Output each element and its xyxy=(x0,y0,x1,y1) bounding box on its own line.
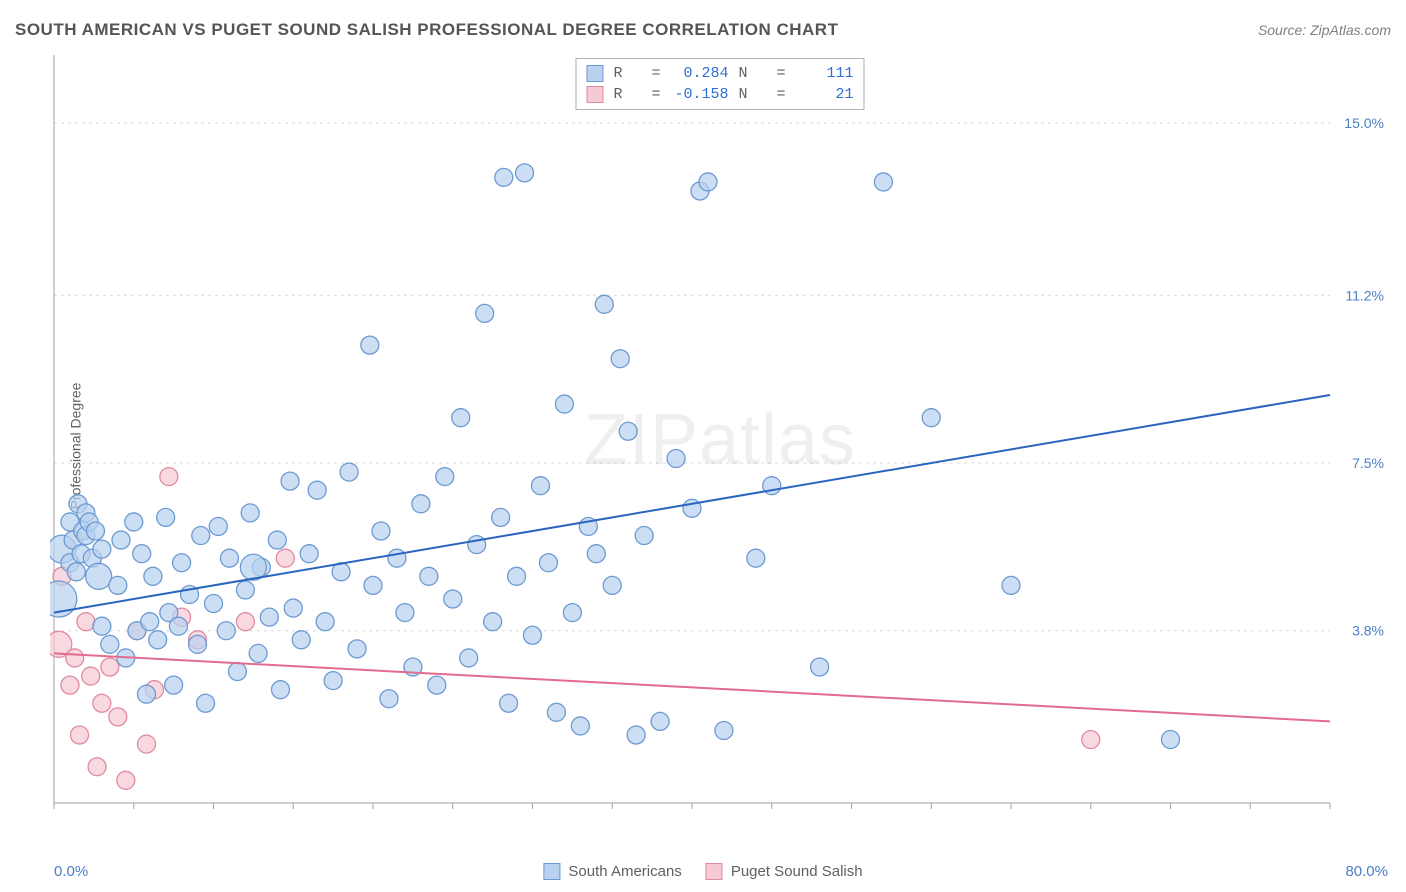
bottom-legend: South Americans Puget Sound Salish xyxy=(543,863,862,880)
x-axis-min-label: 0.0% xyxy=(54,863,88,880)
legend-label: Puget Sound Salish xyxy=(731,863,863,880)
n-value: 111 xyxy=(796,65,854,82)
chart-title: SOUTH AMERICAN VS PUGET SOUND SALISH PRO… xyxy=(15,20,838,40)
chart-source: Source: ZipAtlas.com xyxy=(1258,22,1391,38)
series-swatch xyxy=(543,863,560,880)
svg-text:11.2%: 11.2% xyxy=(1345,287,1384,303)
series-swatch xyxy=(706,863,723,880)
series-swatch xyxy=(586,65,603,82)
chart-area: 3.8%7.5%11.2%15.0% ZIPatlas R= 0.284 N= … xyxy=(50,55,1390,825)
r-value: 0.284 xyxy=(671,65,729,82)
svg-text:7.5%: 7.5% xyxy=(1352,455,1384,471)
legend-item: Puget Sound Salish xyxy=(706,863,863,880)
series-swatch xyxy=(586,86,603,103)
scatter-chart: 3.8% 7.5% 11.2% 15.0% xyxy=(50,55,1390,825)
r-value: -0.158 xyxy=(671,86,729,103)
stats-row: R= 0.284 N= 111 xyxy=(586,63,853,84)
legend-item: South Americans xyxy=(543,863,681,880)
legend-label: South Americans xyxy=(568,863,681,880)
x-axis-max-label: 80.0% xyxy=(1345,863,1388,880)
n-value: 21 xyxy=(796,86,854,103)
svg-text:15.0%: 15.0% xyxy=(1344,115,1384,131)
stats-legend: R= 0.284 N= 111 R= -0.158 N= 21 xyxy=(575,58,864,110)
svg-text:3.8%: 3.8% xyxy=(1352,623,1384,639)
chart-header: SOUTH AMERICAN VS PUGET SOUND SALISH PRO… xyxy=(15,20,1391,40)
stats-row: R= -0.158 N= 21 xyxy=(586,84,853,105)
